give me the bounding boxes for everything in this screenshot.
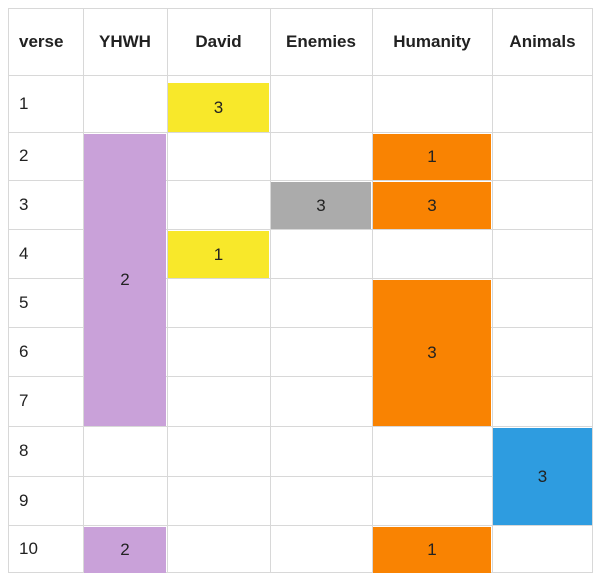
grid-line-vertical (270, 8, 271, 573)
cell-value: 3 (213, 97, 224, 117)
cell-value: 1 (213, 244, 224, 264)
cell-value: 3 (537, 466, 548, 486)
grid-line-horizontal (8, 229, 593, 230)
row-label-2: 2 (19, 146, 29, 165)
grid-line-horizontal (8, 426, 593, 427)
cell-value: 2 (120, 540, 130, 559)
row-label-4: 4 (19, 243, 29, 263)
cell-animals-v8-9: 3 (493, 428, 592, 525)
row-label-1: 1 (19, 93, 29, 113)
row-label-10: 10 (19, 539, 38, 558)
cell-humanity-v2: 1 (373, 134, 491, 180)
column-header-yhwh: YHWH (99, 31, 151, 51)
column-header-david: David (195, 31, 242, 51)
grid-line-horizontal (8, 327, 593, 328)
cell-humanity-v3: 3 (373, 182, 491, 229)
cell-humanity-v10: 1 (373, 527, 491, 573)
cell-value: 3 (427, 195, 437, 215)
cell-humanity-v5-7: 3 (373, 280, 491, 426)
row-label-7: 7 (19, 391, 29, 410)
column-header-animals: Animals (509, 31, 576, 51)
row-label-9: 9 (19, 490, 29, 510)
grid-line-horizontal (8, 476, 593, 477)
grid-line-horizontal (8, 525, 593, 526)
cell-value: 3 (427, 343, 437, 362)
cell-enemies-v3: 3 (271, 182, 371, 229)
grid-line-vertical (83, 8, 84, 573)
column-header-humanity: Humanity (393, 31, 471, 51)
cell-yhwh-v10: 2 (84, 527, 166, 573)
row-label-5: 5 (19, 292, 29, 312)
grid-line-horizontal (8, 180, 593, 181)
grid-line-horizontal (8, 132, 593, 133)
grid-line-horizontal (8, 75, 593, 76)
column-header-verse: verse (19, 31, 64, 51)
grid-line-horizontal (8, 376, 593, 377)
cell-value: 1 (427, 147, 437, 166)
cell-value: 2 (120, 270, 130, 289)
grid-line-vertical (492, 8, 493, 573)
grid-line-vertical (372, 8, 373, 573)
cell-value: 1 (427, 540, 437, 559)
cell-yhwh-v2-7: 2 (84, 134, 166, 426)
cell-david-v4: 1 (168, 231, 269, 278)
cell-david-v1: 3 (168, 83, 269, 132)
row-label-6: 6 (19, 341, 29, 361)
grid-line-vertical (167, 8, 168, 573)
row-label-8: 8 (19, 441, 29, 460)
cell-value: 3 (316, 195, 326, 215)
column-header-enemies: Enemies (286, 31, 356, 51)
grid-line-horizontal (8, 278, 593, 279)
row-label-3: 3 (19, 194, 29, 214)
